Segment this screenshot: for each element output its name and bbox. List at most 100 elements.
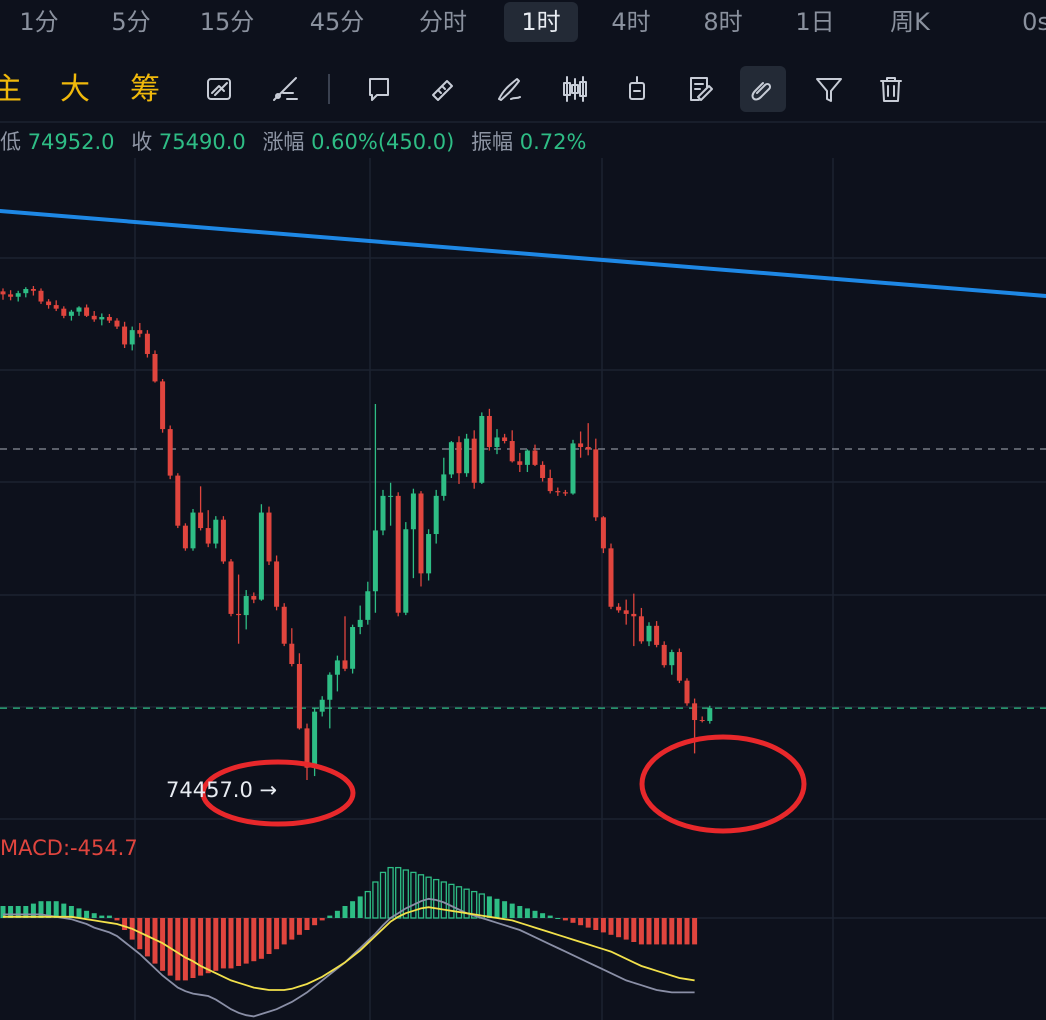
candle-body-24 (182, 525, 188, 549)
candle-body-5 (38, 290, 44, 302)
magnet-icon[interactable] (740, 66, 786, 112)
indicator-icon[interactable] (614, 66, 660, 112)
toolbar-text-0[interactable]: 主 (0, 72, 22, 107)
macd-hist-bar-10 (76, 908, 82, 918)
candle-body-51 (388, 495, 394, 497)
min-price-marker: 74457.0 → (166, 778, 278, 802)
macd-hist-bar-12 (91, 913, 97, 918)
drawing-lines-icon-glyph (273, 77, 298, 101)
timeframe-tab-6[interactable]: 4时 (611, 8, 651, 36)
candle-body-77 (585, 446, 591, 450)
candle-body-35 (266, 512, 272, 562)
candle-body-3 (23, 289, 29, 294)
candle-body-73 (555, 491, 561, 493)
macd-hist-bar-91 (692, 918, 698, 945)
macd-hist-bar-82 (623, 918, 629, 940)
candle-body-47 (357, 619, 363, 628)
candle-body-48 (365, 591, 371, 620)
macd-hist-bar-72 (547, 915, 553, 918)
brush-icon[interactable] (486, 66, 532, 112)
change-label: 涨幅 (262, 130, 305, 154)
macd-hist-bar-48 (364, 890, 371, 919)
timeframe-tab-3[interactable]: 45分 (309, 8, 365, 36)
edit-chart-icon[interactable] (196, 66, 242, 112)
candle-body-38 (289, 643, 295, 664)
timeframe-tab-2[interactable]: 15分 (199, 8, 255, 36)
macd-hist-bar-22 (167, 918, 173, 976)
low-value: 74952.0 (27, 130, 115, 154)
text-label-icon[interactable] (356, 66, 402, 112)
candle-body-76 (578, 443, 584, 447)
candle-body-41 (312, 711, 318, 768)
macd-hist-bar-15 (114, 918, 120, 921)
ruler-icon[interactable] (420, 66, 466, 112)
timeframe-tab-5[interactable]: 1时 (504, 2, 578, 42)
timeframe-tab-1[interactable]: 5分 (111, 8, 151, 36)
candle-body-93 (707, 708, 713, 721)
timeframe-tab-0[interactable]: 1分 (19, 8, 59, 36)
macd-hist-bar-30 (228, 918, 234, 969)
candle-body-40 (304, 728, 310, 768)
macd-hist-bar-59 (448, 883, 455, 919)
candle-body-75 (570, 443, 576, 494)
macd-hist-bar-29 (220, 918, 226, 969)
candle-body-85 (646, 625, 652, 642)
candle-body-2 (15, 293, 21, 297)
magnet-icon-glyph (751, 82, 772, 101)
indicator-icon-glyph (629, 76, 645, 100)
timeframe-tab-10[interactable]: 0s (1022, 8, 1046, 36)
candle-body-91 (692, 703, 698, 721)
highlight-circle-low (200, 759, 356, 827)
candle-body-37 (281, 606, 287, 644)
candle-body-83 (631, 613, 637, 617)
note-edit-icon[interactable] (678, 66, 724, 112)
macd-hist-bar-38 (289, 918, 295, 940)
macd-hist-bar-67 (509, 903, 515, 918)
macd-hist-bar-83 (631, 918, 637, 942)
candle-body-64 (486, 415, 492, 447)
candle-body-79 (600, 517, 606, 549)
ohlc-info-bar: 低 74952.0 收 75490.0 涨幅 0.60%(450.0) 振幅 0… (0, 126, 596, 156)
candle-body-10 (76, 307, 82, 312)
candle-body-71 (540, 464, 546, 478)
candle-body-82 (623, 610, 629, 614)
macd-hist-bar-62 (471, 890, 478, 919)
macd-dif-line (3, 897, 695, 1018)
timeframe-tab-8[interactable]: 1日 (795, 8, 835, 36)
macd-hist-bar-61 (463, 888, 470, 919)
candle-body-45 (342, 660, 348, 669)
macd-hist-bar-16 (122, 918, 128, 930)
macd-hist-bar-7 (53, 901, 59, 918)
timeframe-tab-9[interactable]: 周K (890, 8, 930, 36)
macd-hist-bar-65 (494, 898, 500, 918)
toolbar-text-2[interactable]: 筹 (130, 72, 160, 107)
candle-body-15 (114, 320, 120, 327)
macd-hist-bar-19 (144, 918, 150, 957)
macd-hist-bar-8 (61, 903, 67, 918)
trash-icon[interactable] (868, 66, 914, 112)
change-value: 0.60%(450.0) (311, 130, 455, 154)
drawing-lines-icon[interactable] (262, 66, 308, 112)
candle-body-28 (213, 519, 219, 544)
candle-body-53 (403, 529, 409, 613)
close-value: 75490.0 (158, 130, 246, 154)
macd-hist-bar-35 (266, 918, 272, 954)
toolbar-text-1[interactable]: 大 (60, 72, 90, 107)
candle-body-6 (46, 301, 52, 306)
macd-hist-bar-44 (334, 910, 340, 918)
candlestick-icon[interactable] (552, 66, 598, 112)
candle-body-88 (669, 652, 675, 666)
macd-hist-bar-28 (213, 918, 219, 971)
candle-body-90 (684, 680, 690, 704)
macd-hist-bar-0 (0, 906, 6, 918)
candle-body-32 (243, 596, 249, 616)
macd-hist-bar-68 (517, 906, 523, 918)
filter-icon[interactable] (806, 66, 852, 112)
candle-body-34 (258, 512, 264, 600)
macd-hist-bar-3 (23, 906, 29, 918)
timeframe-tab-7[interactable]: 8时 (703, 8, 743, 36)
candle-body-74 (562, 492, 568, 494)
timeframe-tab-4[interactable]: 分时 (419, 8, 467, 36)
macd-hist-bar-4 (30, 903, 36, 918)
